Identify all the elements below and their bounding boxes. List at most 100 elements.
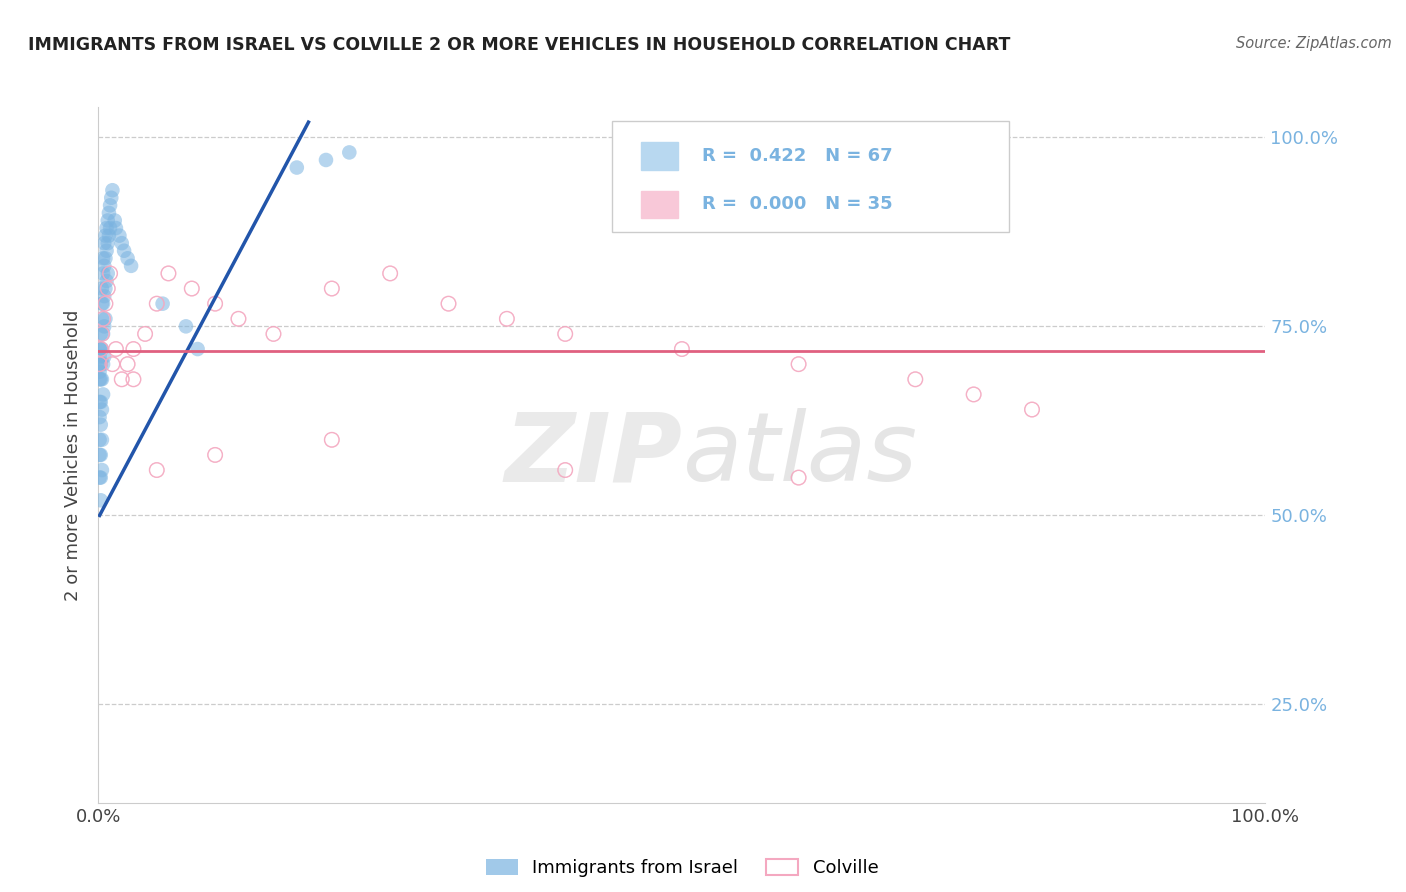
Point bbox=[380, 267, 402, 281]
Point bbox=[112, 244, 135, 258]
Bar bbox=[641, 142, 679, 169]
Point bbox=[134, 326, 156, 341]
Text: atlas: atlas bbox=[682, 409, 917, 501]
Point bbox=[117, 357, 139, 371]
Point bbox=[157, 267, 180, 281]
Point bbox=[98, 267, 121, 281]
Point bbox=[97, 228, 120, 243]
Point bbox=[180, 281, 202, 295]
Point bbox=[97, 281, 120, 295]
Text: R =  0.000   N = 35: R = 0.000 N = 35 bbox=[702, 195, 893, 213]
Point bbox=[98, 221, 121, 235]
Point bbox=[96, 244, 118, 258]
Point bbox=[104, 213, 127, 227]
Point bbox=[94, 296, 117, 310]
Point bbox=[101, 357, 124, 371]
Point bbox=[93, 350, 115, 364]
Point bbox=[90, 342, 112, 356]
Point bbox=[91, 387, 114, 401]
Point bbox=[94, 281, 117, 295]
Point bbox=[1021, 402, 1043, 417]
Point bbox=[90, 395, 112, 409]
Point bbox=[96, 221, 118, 235]
Point bbox=[90, 296, 112, 310]
Point bbox=[787, 470, 810, 484]
Point bbox=[90, 311, 112, 326]
Y-axis label: 2 or more Vehicles in Household: 2 or more Vehicles in Household bbox=[65, 310, 83, 600]
Point bbox=[94, 228, 117, 243]
Point bbox=[152, 296, 174, 310]
Point bbox=[98, 198, 121, 212]
Point bbox=[321, 281, 343, 295]
Text: IMMIGRANTS FROM ISRAEL VS COLVILLE 2 OR MORE VEHICLES IN HOUSEHOLD CORRELATION C: IMMIGRANTS FROM ISRAEL VS COLVILLE 2 OR … bbox=[28, 36, 1011, 54]
Point bbox=[93, 319, 115, 334]
Point bbox=[146, 296, 169, 310]
Point bbox=[100, 191, 122, 205]
Point bbox=[122, 342, 145, 356]
Text: ZIP: ZIP bbox=[503, 409, 682, 501]
Point bbox=[962, 387, 984, 401]
Point bbox=[89, 448, 111, 462]
Point bbox=[157, 267, 180, 281]
Point bbox=[204, 296, 226, 310]
Point bbox=[91, 357, 114, 371]
Point bbox=[146, 463, 169, 477]
Point bbox=[554, 463, 576, 477]
Bar bbox=[641, 191, 679, 219]
Point bbox=[437, 296, 460, 310]
Point bbox=[91, 296, 114, 310]
Point bbox=[204, 448, 226, 462]
Point bbox=[122, 372, 145, 386]
Point bbox=[93, 259, 115, 273]
Point bbox=[904, 372, 927, 386]
Point bbox=[104, 342, 127, 356]
Point bbox=[96, 274, 118, 288]
Point bbox=[89, 433, 111, 447]
Point bbox=[98, 267, 121, 281]
Point bbox=[671, 342, 693, 356]
Point bbox=[146, 296, 169, 310]
Text: R =  0.422   N = 67: R = 0.422 N = 67 bbox=[702, 147, 893, 165]
Point bbox=[89, 365, 111, 379]
Point bbox=[108, 228, 131, 243]
Point bbox=[97, 236, 120, 251]
Point bbox=[228, 311, 250, 326]
Point bbox=[117, 252, 139, 266]
Point bbox=[89, 342, 111, 356]
Point bbox=[97, 267, 120, 281]
Legend: Immigrants from Israel, Colville: Immigrants from Israel, Colville bbox=[478, 852, 886, 884]
Point bbox=[104, 221, 127, 235]
Point bbox=[89, 357, 111, 371]
Point bbox=[262, 326, 284, 341]
Point bbox=[90, 463, 112, 477]
Point bbox=[91, 311, 114, 326]
Point bbox=[437, 296, 460, 310]
Point bbox=[174, 319, 197, 334]
Point bbox=[554, 326, 576, 341]
Point bbox=[496, 311, 519, 326]
Text: Source: ZipAtlas.com: Source: ZipAtlas.com bbox=[1236, 36, 1392, 51]
Point bbox=[285, 161, 308, 175]
Point bbox=[90, 448, 112, 462]
Point bbox=[93, 289, 115, 303]
Point bbox=[97, 281, 120, 295]
Point bbox=[321, 433, 343, 447]
Point bbox=[90, 326, 112, 341]
Point bbox=[90, 342, 112, 356]
Point bbox=[321, 281, 343, 295]
Point bbox=[91, 252, 114, 266]
Point bbox=[91, 311, 114, 326]
Point bbox=[94, 296, 117, 310]
Point bbox=[93, 236, 115, 251]
Point bbox=[89, 357, 111, 371]
Point bbox=[187, 342, 209, 356]
Point bbox=[90, 372, 112, 386]
Point bbox=[117, 357, 139, 371]
Point bbox=[89, 350, 111, 364]
Point bbox=[204, 448, 226, 462]
Point bbox=[97, 206, 120, 220]
Point bbox=[90, 326, 112, 341]
Point bbox=[146, 463, 169, 477]
Point bbox=[90, 433, 112, 447]
Point bbox=[89, 395, 111, 409]
